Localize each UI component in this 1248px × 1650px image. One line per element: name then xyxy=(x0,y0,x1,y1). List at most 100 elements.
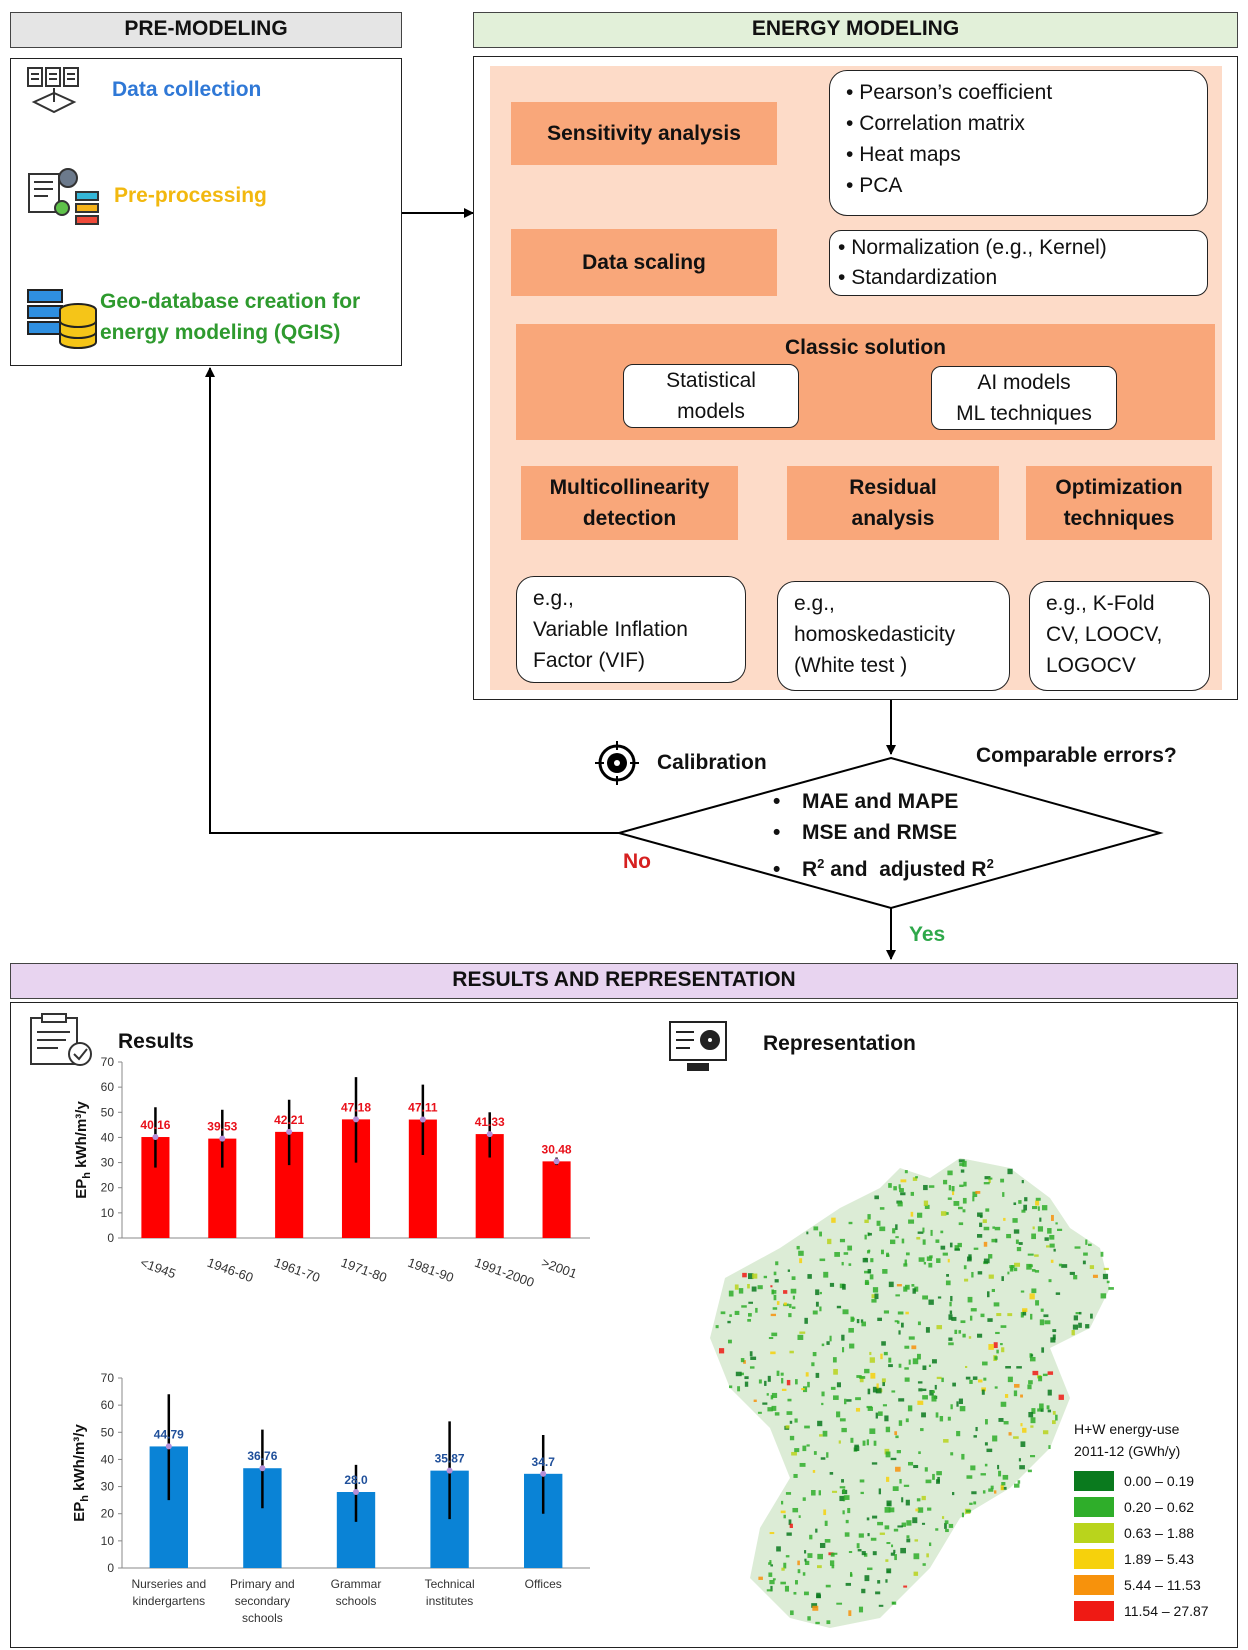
map-block xyxy=(877,1580,881,1584)
map-block xyxy=(924,1467,928,1472)
map-block xyxy=(950,1295,953,1302)
map-block xyxy=(1006,1233,1012,1239)
map-block xyxy=(1031,1288,1037,1294)
map-block xyxy=(767,1407,773,1412)
map-block xyxy=(846,1399,852,1402)
map-block xyxy=(1053,1248,1056,1252)
map-block xyxy=(771,1332,778,1337)
map-block xyxy=(885,1426,891,1433)
map-block xyxy=(944,1523,947,1529)
map-block xyxy=(749,1366,755,1369)
map-block xyxy=(922,1239,926,1245)
geo-database-label: Geo-database creation for energy modeling… xyxy=(100,290,361,344)
map-block xyxy=(954,1245,960,1251)
map-block xyxy=(954,1329,958,1335)
map-block xyxy=(1020,1441,1026,1447)
x-tick-label: secondary xyxy=(235,1594,290,1608)
optimization-box: Optimization techniques xyxy=(1026,466,1212,540)
map-block xyxy=(815,1528,818,1533)
map-block xyxy=(804,1317,808,1324)
y-tick-label: 20 xyxy=(101,1181,115,1195)
map-block xyxy=(943,1439,949,1443)
map-block xyxy=(1048,1445,1051,1449)
map-block xyxy=(991,1288,995,1293)
map-block xyxy=(888,1183,892,1188)
x-tick-label: Grammar xyxy=(331,1577,382,1591)
y-tick-label: 30 xyxy=(101,1480,115,1494)
map-block xyxy=(986,1448,993,1453)
map-block xyxy=(928,1364,931,1367)
map-block xyxy=(1037,1408,1043,1412)
map-block xyxy=(849,1573,853,1577)
map-block xyxy=(1044,1237,1049,1241)
y-tick-label: 30 xyxy=(101,1156,115,1170)
map-block xyxy=(982,1361,988,1366)
data-collection-icon xyxy=(27,67,79,114)
map-block xyxy=(908,1461,914,1466)
map-block xyxy=(928,1299,934,1305)
map-block xyxy=(886,1500,892,1507)
data-label: 47.18 xyxy=(341,1100,371,1114)
map-block xyxy=(740,1358,745,1363)
map-block xyxy=(836,1382,842,1388)
map-block xyxy=(984,1442,988,1446)
legend-item: 5.44 – 11.53 xyxy=(1074,1572,1234,1598)
map-block xyxy=(895,1294,900,1297)
map-block xyxy=(849,1343,855,1349)
map-block xyxy=(1048,1279,1052,1283)
map-block xyxy=(872,1287,879,1293)
map-block xyxy=(854,1444,859,1447)
legend-swatch xyxy=(1074,1601,1114,1621)
map-block xyxy=(882,1382,886,1387)
map-block xyxy=(842,1495,846,1502)
map-block xyxy=(802,1445,807,1452)
map-block xyxy=(941,1516,945,1519)
map-block xyxy=(963,1181,967,1187)
map-block xyxy=(890,1457,897,1461)
map-block xyxy=(1005,1366,1011,1369)
map-block xyxy=(813,1451,817,1455)
map-block xyxy=(936,1376,942,1380)
mean-marker xyxy=(165,1443,172,1450)
x-tick-label: 1991-2000 xyxy=(473,1255,537,1290)
map-block xyxy=(905,1311,909,1315)
residual-example-box: e.g., homoskedasticity (White test ) xyxy=(777,581,1010,691)
map-block xyxy=(838,1440,841,1444)
map-block xyxy=(783,1290,788,1294)
map-block xyxy=(885,1451,891,1458)
map-block xyxy=(879,1207,885,1210)
legend-item: 11.54 – 27.87 xyxy=(1074,1598,1234,1624)
map-block xyxy=(1001,1347,1005,1353)
legend-label: 11.54 – 27.87 xyxy=(1124,1603,1209,1619)
map-block xyxy=(947,1197,952,1200)
map-block xyxy=(815,1621,820,1625)
map-block xyxy=(875,1387,882,1394)
map-block xyxy=(945,1528,949,1533)
mean-marker xyxy=(353,1116,359,1123)
y-tick-label: 10 xyxy=(101,1206,115,1220)
yes-label: Yes xyxy=(909,923,946,946)
map-block xyxy=(767,1375,771,1382)
map-block xyxy=(819,1306,822,1312)
map-block xyxy=(830,1386,836,1390)
legend-label: 1.89 – 5.43 xyxy=(1124,1551,1195,1567)
map-block xyxy=(950,1452,954,1456)
optimization-example-box: e.g., K-Fold CV, LOOCV, LOGOCV xyxy=(1029,581,1210,691)
map-block xyxy=(786,1532,792,1536)
map-block xyxy=(799,1462,806,1467)
map-block xyxy=(815,1289,820,1296)
map-block xyxy=(985,1419,988,1425)
map-block xyxy=(881,1341,886,1346)
map-block xyxy=(920,1428,924,1432)
legend-item: 0.63 – 1.88 xyxy=(1074,1520,1234,1546)
map-block xyxy=(1030,1313,1033,1320)
map-block xyxy=(888,1507,895,1513)
bar xyxy=(542,1161,571,1238)
map-block xyxy=(1020,1423,1023,1427)
map-block xyxy=(882,1268,888,1274)
map-block xyxy=(836,1305,842,1309)
map-block xyxy=(923,1261,927,1265)
map-block xyxy=(1102,1273,1109,1280)
map-block xyxy=(715,1325,719,1329)
map-block xyxy=(819,1542,826,1548)
